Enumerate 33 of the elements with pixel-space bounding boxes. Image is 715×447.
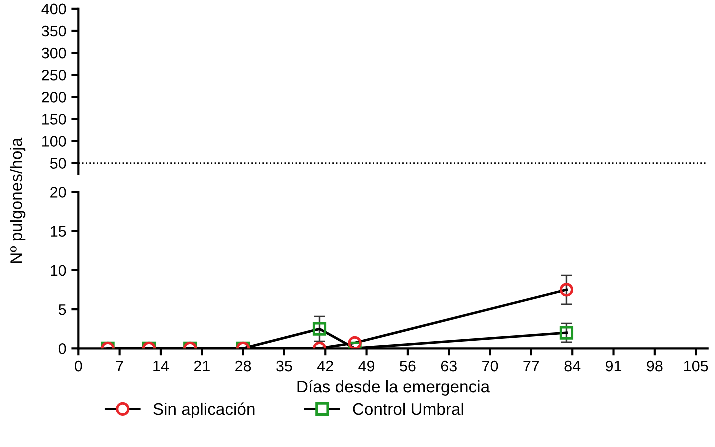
x-tick-label: 49 xyxy=(358,360,375,372)
x-tick-label: 28 xyxy=(236,360,252,372)
x-tick-label: 77 xyxy=(524,361,540,372)
x-tick-label: 0 xyxy=(75,360,82,372)
x-tick-label: 98 xyxy=(647,360,663,372)
legend-label: Sin aplicación xyxy=(154,402,255,419)
x-axis-title: Días desde la emergencia xyxy=(298,380,490,396)
y-axis-title: Nº pulgones/hoja xyxy=(10,138,26,264)
x-tick-label: 7 xyxy=(116,361,124,372)
y-tick-label: 250 xyxy=(42,70,66,81)
legend-label: Control Umbral xyxy=(353,402,464,416)
y-tick-label: 100 xyxy=(42,136,66,147)
y-tick-label: 350 xyxy=(42,26,66,37)
y-tick-label: 20 xyxy=(50,187,66,198)
x-tick-label: 105 xyxy=(684,360,708,372)
x-tick-label: 63 xyxy=(441,360,457,372)
y-tick-label: 400 xyxy=(42,4,66,15)
y-tick-label: 200 xyxy=(42,92,66,103)
x-tick-label: 91 xyxy=(606,360,622,372)
x-tick-label: 35 xyxy=(276,360,292,372)
y-tick-label: 0 xyxy=(58,344,66,354)
y-tick-label: 5 xyxy=(58,304,66,316)
y-tick-label: 50 xyxy=(50,158,66,169)
x-tick-label: 21 xyxy=(194,360,210,372)
y-tick-label: 15 xyxy=(51,226,66,238)
y-tick-label: 150 xyxy=(42,114,66,125)
x-tick-label: 14 xyxy=(154,361,170,372)
y-tick-label: 300 xyxy=(42,48,66,59)
x-tick-label: 56 xyxy=(400,360,416,372)
x-tick-label: 42 xyxy=(317,360,334,372)
x-tick-label: 70 xyxy=(482,360,498,372)
x-tick-label: 84 xyxy=(564,360,581,372)
y-tick-label: 10 xyxy=(51,265,66,276)
